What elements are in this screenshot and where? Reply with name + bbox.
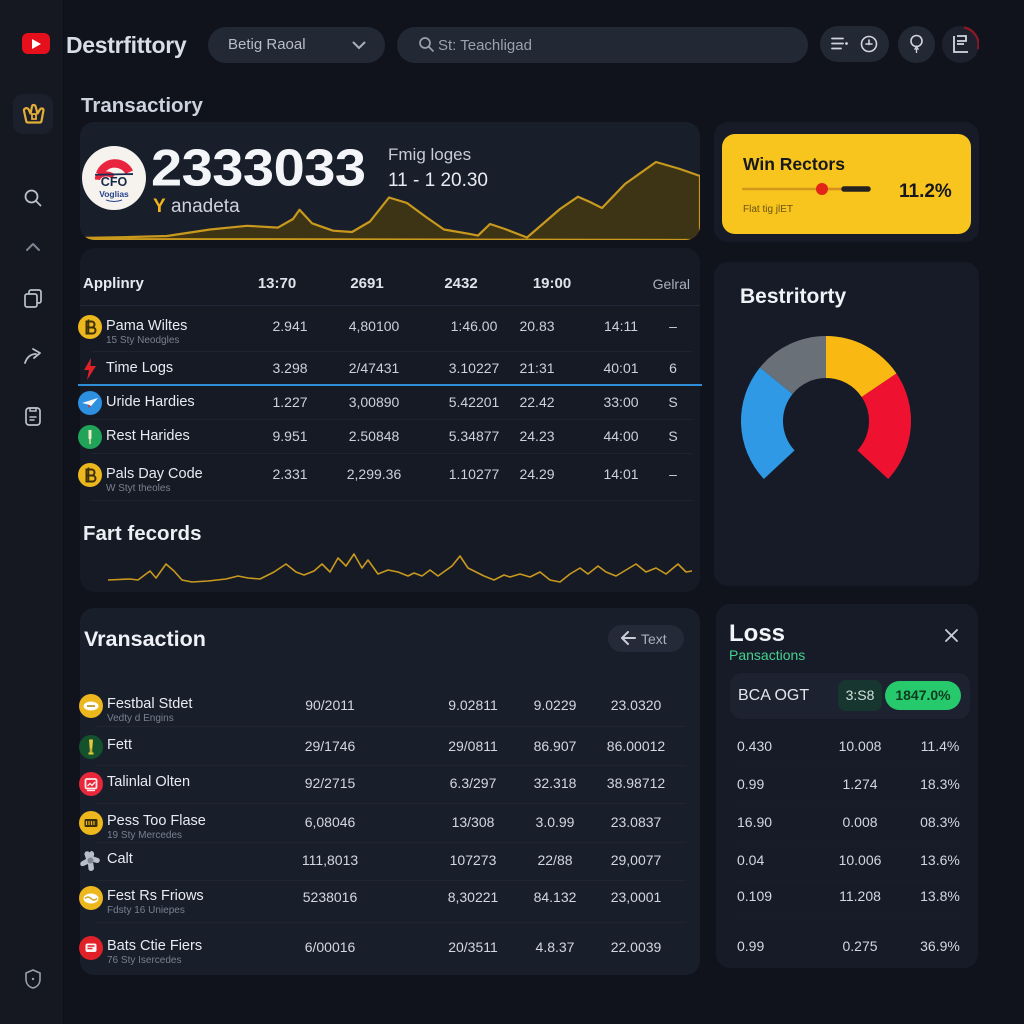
svg-text:CFO: CFO [101, 175, 128, 189]
svg-text:Voglias: Voglias [99, 189, 129, 199]
